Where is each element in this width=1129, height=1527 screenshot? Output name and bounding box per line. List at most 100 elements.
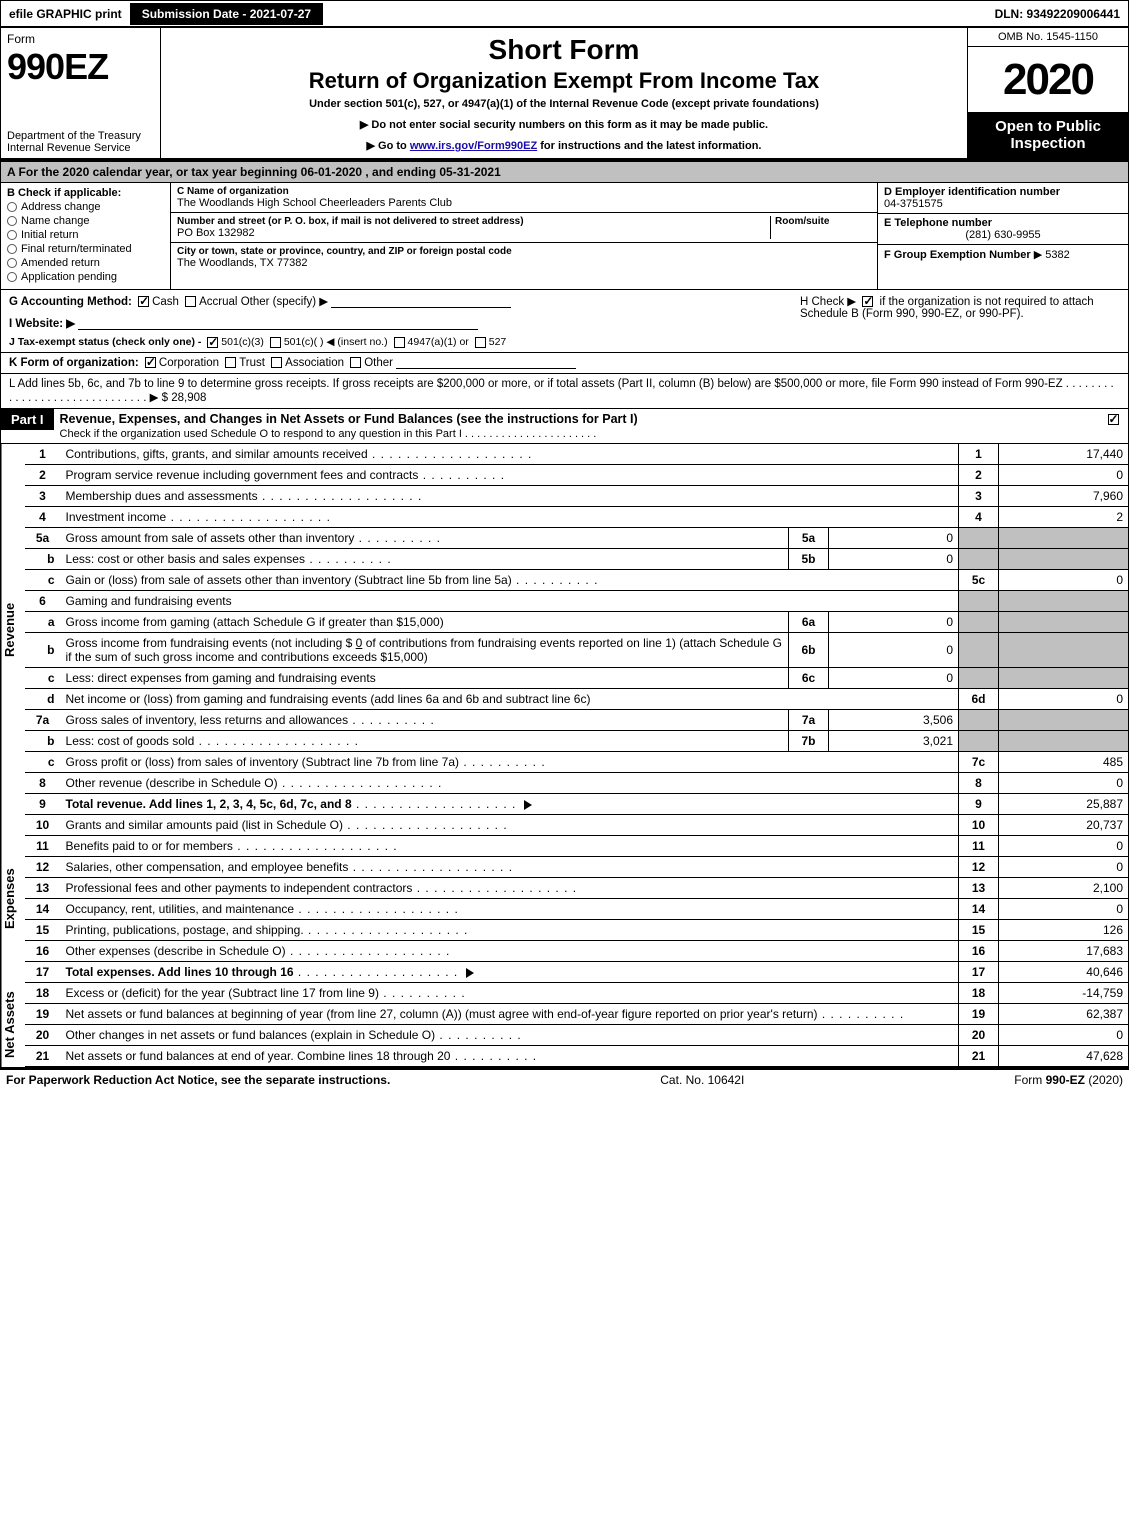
line-12: 12Salaries, other compensation, and empl… (25, 857, 1129, 878)
org-name: The Woodlands High School Cheerleaders P… (177, 197, 871, 209)
line-7b: b Less: cost of goods sold 7b 3,021 (25, 731, 1129, 752)
row-gh: G Accounting Method: Cash Accrual Other … (0, 290, 1129, 353)
chk-trust[interactable] (225, 357, 236, 368)
row-a-period: A For the 2020 calendar year, or tax yea… (0, 162, 1129, 183)
chk-501c[interactable] (270, 337, 281, 348)
chk-name-change[interactable]: Name change (7, 215, 164, 227)
chk-final-return[interactable]: Final return/terminated (7, 243, 164, 255)
line-14: 14Occupancy, rent, utilities, and mainte… (25, 899, 1129, 920)
box-c-name-label: C Name of organization (177, 186, 871, 197)
box-e: E Telephone number (281) 630-9955 (878, 214, 1128, 245)
chk-association[interactable] (271, 357, 282, 368)
expenses-label: Expenses (1, 815, 25, 983)
row-h: H Check ▶ if the organization is not req… (800, 294, 1120, 348)
part-1-sched-o: Check if the organization used Schedule … (60, 428, 597, 440)
footer-paperwork: For Paperwork Reduction Act Notice, see … (6, 1073, 390, 1087)
info-grid: B Check if applicable: Address change Na… (0, 183, 1129, 290)
line-21: 21Net assets or fund balances at end of … (25, 1046, 1129, 1067)
header-left: Form 990EZ Department of the Treasury In… (1, 28, 161, 158)
group-exemption: ▶ 5382 (1034, 249, 1070, 261)
chk-address-change[interactable]: Address change (7, 201, 164, 213)
org-city: The Woodlands, TX 77382 (177, 257, 871, 269)
box-c-street: Number and street (or P. O. box, if mail… (171, 213, 877, 243)
box-c-room-label: Room/suite (775, 216, 871, 227)
row-k: K Form of organization: Corporation Trus… (0, 353, 1129, 374)
form-label: Form (7, 32, 154, 46)
instruct-goto-post: for instructions and the latest informat… (540, 140, 761, 152)
submission-date-badge: Submission Date - 2021-07-27 (132, 3, 323, 25)
form-number: 990EZ (7, 46, 154, 88)
line-6: 6 Gaming and fundraising events (25, 591, 1129, 612)
row-l-value: $ 28,908 (162, 392, 207, 404)
footer-form: Form 990-EZ (2020) (1014, 1073, 1123, 1087)
box-d-label: D Employer identification number (884, 186, 1122, 198)
part-1-title: Revenue, Expenses, and Changes in Net As… (54, 409, 1098, 443)
box-c: C Name of organization The Woodlands Hig… (171, 183, 878, 289)
line-16: 16Other expenses (describe in Schedule O… (25, 941, 1129, 962)
chk-initial-return[interactable]: Initial return (7, 229, 164, 241)
chk-sched-o[interactable] (1108, 414, 1119, 425)
box-d: D Employer identification number 04-3751… (878, 183, 1128, 214)
chk-corporation[interactable] (145, 357, 156, 368)
chk-4947[interactable] (394, 337, 405, 348)
netassets-table: 18Excess or (deficit) for the year (Subt… (25, 983, 1129, 1067)
arrow-icon (524, 800, 532, 810)
chk-501c3[interactable] (207, 337, 218, 348)
box-b-title: B Check if applicable: (7, 187, 164, 199)
line-11: 11Benefits paid to or for members110 (25, 836, 1129, 857)
expenses-table: 10Grants and similar amounts paid (list … (25, 815, 1129, 983)
line-15: 15Printing, publications, postage, and s… (25, 920, 1129, 941)
efile-print-label[interactable]: efile GRAPHIC print (1, 3, 132, 25)
chk-application-pending[interactable]: Application pending (7, 271, 164, 283)
instruct-goto: ▶ Go to www.irs.gov/Form990EZ for instru… (171, 139, 957, 152)
part-1-badge: Part I (1, 409, 54, 430)
row-k-label: K Form of organization: (9, 357, 139, 369)
page-footer: For Paperwork Reduction Act Notice, see … (0, 1067, 1129, 1090)
box-c-street-label: Number and street (or P. O. box, if mail… (177, 216, 766, 227)
other-method-blank (331, 296, 511, 308)
line-6c: c Less: direct expenses from gaming and … (25, 668, 1129, 689)
irs-link[interactable]: www.irs.gov/Form990EZ (410, 140, 537, 152)
revenue-label: Revenue (1, 444, 25, 815)
chk-amended-return[interactable]: Amended return (7, 257, 164, 269)
box-c-name: C Name of organization The Woodlands Hig… (171, 183, 877, 213)
box-c-city-label: City or town, state or province, country… (177, 246, 871, 257)
instruct-no-ssn: ▶ Do not enter social security numbers o… (171, 118, 957, 131)
line-6d: d Net income or (loss) from gaming and f… (25, 689, 1129, 710)
chk-schedule-b[interactable] (862, 296, 873, 307)
dept-irs: Internal Revenue Service (7, 142, 154, 154)
form-header: Form 990EZ Department of the Treasury In… (0, 28, 1129, 162)
other-org-blank (396, 357, 576, 369)
expenses-section: Expenses 10Grants and similar amounts pa… (0, 815, 1129, 983)
line-4: 4 Investment income 4 2 (25, 507, 1129, 528)
line-9: 9 Total revenue. Add lines 1, 2, 3, 4, 5… (25, 794, 1129, 815)
tax-year: 2020 (968, 47, 1128, 112)
line-1: 1 Contributions, gifts, grants, and simi… (25, 444, 1129, 465)
footer-catno: Cat. No. 10642I (660, 1073, 744, 1087)
line-18: 18Excess or (deficit) for the year (Subt… (25, 983, 1129, 1004)
org-street: PO Box 132982 (177, 227, 766, 239)
part-1-header: Part I Revenue, Expenses, and Changes in… (0, 409, 1129, 444)
row-g: G Accounting Method: Cash Accrual Other … (9, 294, 788, 348)
netassets-section: Net Assets 18Excess or (deficit) for the… (0, 983, 1129, 1067)
header-right: OMB No. 1545-1150 2020 Open to Public In… (968, 28, 1128, 158)
line-17: 17Total expenses. Add lines 10 through 1… (25, 962, 1129, 983)
chk-527[interactable] (475, 337, 486, 348)
line-19: 19Net assets or fund balances at beginni… (25, 1004, 1129, 1025)
dept-treasury: Department of the Treasury (7, 130, 154, 142)
box-c-city: City or town, state or province, country… (171, 243, 877, 272)
line-8: 8 Other revenue (describe in Schedule O)… (25, 773, 1129, 794)
chk-other-org[interactable] (350, 357, 361, 368)
line-10: 10Grants and similar amounts paid (list … (25, 815, 1129, 836)
netassets-label: Net Assets (1, 983, 25, 1067)
box-def: D Employer identification number 04-3751… (878, 183, 1128, 289)
line-6a: a Gross income from gaming (attach Sched… (25, 612, 1129, 633)
revenue-table: 1 Contributions, gifts, grants, and simi… (25, 444, 1129, 815)
omb-number: OMB No. 1545-1150 (968, 28, 1128, 47)
line-7a: 7a Gross sales of inventory, less return… (25, 710, 1129, 731)
line-13: 13Professional fees and other payments t… (25, 878, 1129, 899)
chk-accrual[interactable] (185, 296, 196, 307)
chk-cash[interactable] (138, 296, 149, 307)
box-f: F Group Exemption Number ▶ 5382 (878, 245, 1128, 264)
line-20: 20Other changes in net assets or fund ba… (25, 1025, 1129, 1046)
